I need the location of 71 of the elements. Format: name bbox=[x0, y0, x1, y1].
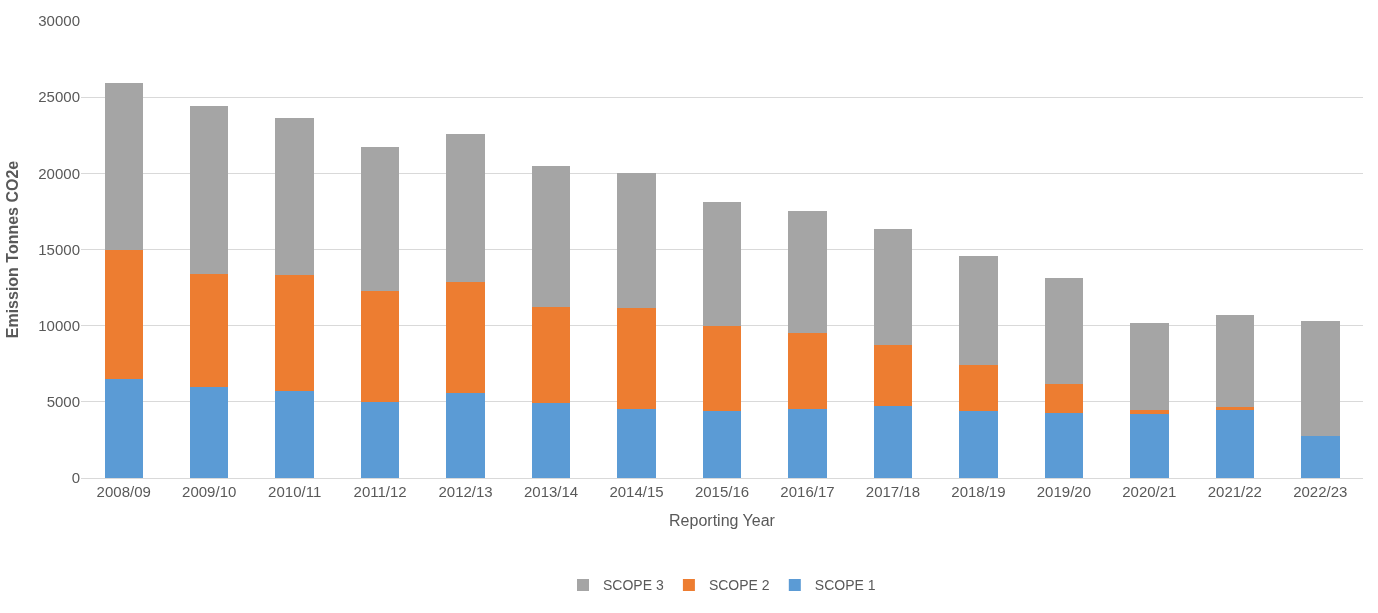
bar bbox=[275, 391, 314, 478]
bar bbox=[873, 406, 913, 478]
bar bbox=[531, 165, 571, 307]
x-tick-label: 2016/17 bbox=[780, 483, 835, 500]
bar bbox=[873, 345, 913, 407]
x-tick-label: 2010/11 bbox=[268, 483, 322, 500]
bar bbox=[360, 147, 400, 291]
x-tick-label: 2021/22 bbox=[1207, 483, 1262, 500]
y-tick-label: 15000 bbox=[38, 240, 80, 258]
x-tick-label: 2022/23 bbox=[1293, 483, 1348, 500]
bar bbox=[1044, 383, 1084, 413]
y-tick-label: 25000 bbox=[38, 88, 80, 106]
bar bbox=[959, 255, 998, 366]
x-tick-label: 2012/13 bbox=[438, 483, 493, 500]
x-tick-label: 2020/21 bbox=[1122, 483, 1177, 500]
bar bbox=[1301, 436, 1340, 478]
bar bbox=[446, 392, 485, 478]
legend-label: SCOPE 3 bbox=[603, 577, 664, 594]
bar bbox=[360, 401, 400, 478]
bar bbox=[788, 211, 827, 334]
bar bbox=[1130, 323, 1169, 411]
bar bbox=[360, 290, 400, 402]
x-tick-label: 2008/09 bbox=[96, 483, 151, 500]
y-tick-label: 10000 bbox=[38, 316, 80, 334]
bar bbox=[1301, 321, 1340, 437]
bar bbox=[702, 201, 742, 326]
bar bbox=[275, 274, 314, 392]
bar bbox=[275, 117, 314, 275]
bar bbox=[104, 82, 143, 250]
y-axis-title: Emission Tonnes CO2e bbox=[4, 160, 22, 339]
bar bbox=[531, 403, 571, 478]
bar bbox=[873, 228, 913, 346]
bar bbox=[1215, 407, 1255, 411]
bar bbox=[1044, 278, 1084, 384]
bar bbox=[446, 282, 485, 393]
x-tick-label: 2019/20 bbox=[1036, 483, 1091, 500]
bar bbox=[702, 325, 742, 411]
bar bbox=[1130, 410, 1169, 415]
bar bbox=[959, 365, 998, 411]
bar bbox=[617, 173, 656, 309]
x-tick-label: 2011/12 bbox=[353, 483, 407, 500]
bar bbox=[788, 409, 827, 478]
bar bbox=[702, 410, 742, 478]
bar bbox=[788, 333, 827, 410]
x-tick-label: 2017/18 bbox=[865, 483, 921, 500]
bar bbox=[189, 386, 229, 478]
bar bbox=[104, 378, 143, 478]
bar bbox=[1044, 412, 1084, 478]
y-tick-label: 20000 bbox=[38, 164, 80, 182]
x-tick-label: 2014/15 bbox=[609, 483, 664, 500]
bar bbox=[446, 134, 485, 283]
bar bbox=[617, 409, 656, 478]
y-tick-label: 30000 bbox=[38, 12, 80, 30]
bar bbox=[104, 249, 143, 379]
bar bbox=[959, 410, 998, 478]
bar bbox=[617, 308, 656, 410]
x-tick-label: 2009/10 bbox=[182, 483, 237, 500]
x-axis-title: Reporting Year bbox=[669, 511, 776, 529]
y-tick-label: 0 bbox=[71, 469, 80, 487]
bar bbox=[1215, 410, 1255, 478]
bar bbox=[189, 106, 229, 274]
legend-label: SCOPE 2 bbox=[708, 577, 770, 594]
legend-label: SCOPE 1 bbox=[814, 577, 876, 594]
x-tick-label: 2015/16 bbox=[694, 483, 750, 500]
bar bbox=[189, 273, 229, 387]
bar bbox=[1130, 414, 1169, 478]
bar bbox=[531, 306, 571, 404]
x-tick-label: 2018/19 bbox=[951, 483, 1006, 500]
y-tick-label: 5000 bbox=[46, 393, 80, 411]
x-tick-label: 2013/14 bbox=[523, 483, 579, 500]
bar bbox=[1215, 315, 1255, 408]
